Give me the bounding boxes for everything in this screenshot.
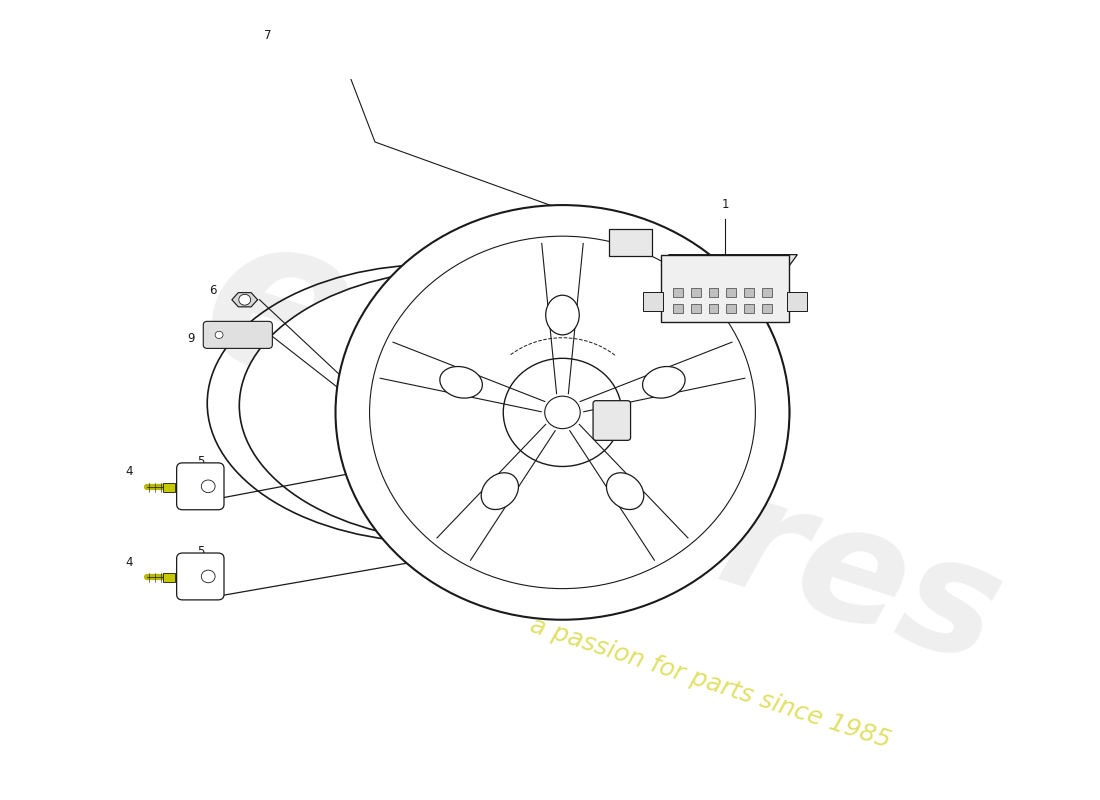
FancyBboxPatch shape	[177, 463, 224, 510]
Text: euro: euro	[178, 191, 769, 562]
FancyBboxPatch shape	[593, 401, 630, 440]
Ellipse shape	[240, 270, 693, 542]
Circle shape	[336, 205, 790, 620]
Ellipse shape	[546, 295, 580, 335]
Text: 6: 6	[210, 284, 217, 298]
Bar	[788, 292, 807, 311]
Polygon shape	[232, 293, 257, 307]
Circle shape	[504, 358, 621, 466]
Circle shape	[201, 480, 216, 493]
Bar	[744, 288, 754, 297]
Ellipse shape	[310, 30, 341, 42]
Circle shape	[216, 331, 223, 338]
Ellipse shape	[606, 473, 643, 510]
Bar	[661, 254, 790, 322]
Bar	[762, 288, 772, 297]
Bar	[762, 304, 772, 314]
Bar	[609, 229, 652, 256]
Bar	[163, 482, 175, 492]
Circle shape	[544, 396, 580, 429]
Circle shape	[239, 294, 251, 305]
Text: 5: 5	[197, 454, 204, 467]
Ellipse shape	[425, 554, 444, 563]
Circle shape	[201, 570, 216, 582]
Ellipse shape	[272, 274, 725, 542]
Bar	[708, 304, 718, 314]
Ellipse shape	[481, 473, 518, 510]
Text: 4: 4	[125, 555, 133, 569]
Bar	[726, 304, 736, 314]
Bar	[708, 288, 718, 297]
Polygon shape	[661, 254, 798, 266]
Bar	[673, 304, 683, 314]
Bar	[744, 304, 754, 314]
Ellipse shape	[378, 462, 397, 471]
Text: spares: spares	[402, 363, 1020, 696]
Text: 3: 3	[399, 449, 407, 462]
Bar	[163, 573, 175, 582]
Bar	[311, 0, 340, 16]
Ellipse shape	[336, 284, 790, 541]
FancyBboxPatch shape	[204, 322, 273, 348]
Bar	[691, 304, 701, 314]
Text: 7: 7	[264, 29, 272, 42]
Text: 1: 1	[722, 198, 729, 211]
Bar	[673, 288, 683, 297]
Bar	[726, 288, 736, 297]
Text: 10: 10	[637, 418, 651, 430]
Bar	[644, 292, 663, 311]
Text: 2: 2	[446, 543, 453, 556]
FancyBboxPatch shape	[177, 553, 224, 600]
Text: 9: 9	[187, 332, 195, 345]
Bar	[691, 288, 701, 297]
Text: 4: 4	[125, 466, 133, 478]
Ellipse shape	[317, 32, 334, 39]
Ellipse shape	[440, 366, 483, 398]
Text: 5: 5	[197, 545, 204, 558]
Text: a passion for parts since 1985: a passion for parts since 1985	[527, 613, 894, 753]
Ellipse shape	[642, 366, 685, 398]
Ellipse shape	[304, 279, 758, 542]
